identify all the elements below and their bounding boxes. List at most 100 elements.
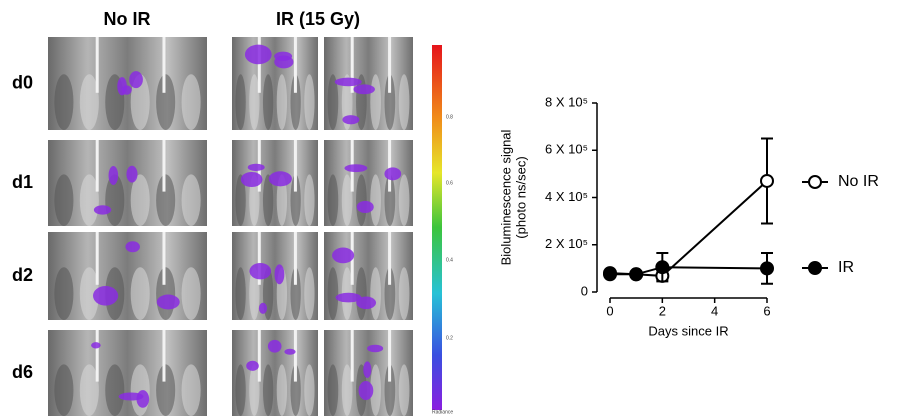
image-detail (293, 140, 297, 192)
image-detail (162, 140, 166, 192)
image-detail (388, 232, 392, 285)
series-line (609, 180, 768, 277)
image-detail (304, 267, 315, 320)
image-detail (156, 74, 176, 130)
image-detail (276, 174, 288, 226)
y-tick-label: 4 X 10⁵ (545, 189, 588, 204)
x-tick-label: 2 (659, 303, 666, 318)
image-detail (257, 232, 261, 285)
signal-spot (91, 342, 101, 349)
image-detail (54, 267, 74, 320)
signal-spot (240, 171, 263, 188)
signal-spot (118, 392, 144, 401)
image-detail (156, 364, 176, 417)
image-detail (130, 267, 150, 320)
image-detail (105, 174, 125, 226)
image-detail (370, 267, 381, 320)
image-detail (156, 174, 176, 226)
color-bar-tick: 0.6 (446, 180, 453, 186)
image-detail (398, 174, 410, 226)
mouse-image (48, 37, 207, 130)
marker (760, 173, 774, 188)
y-tick-label: 6 X 10⁵ (545, 142, 588, 157)
image-detail (293, 37, 297, 93)
image-detail (350, 330, 354, 382)
image-detail (235, 267, 246, 320)
image-detail (181, 74, 201, 130)
image-detail (249, 364, 260, 417)
signal-spot (332, 247, 355, 264)
image-detail (327, 364, 339, 417)
mouse-image (48, 330, 207, 416)
image-detail (290, 364, 301, 417)
image-detail (95, 330, 99, 382)
image-detail (341, 174, 353, 226)
image-detail (384, 74, 396, 130)
marker (629, 267, 644, 282)
image-detail (290, 174, 301, 226)
signal-spot (334, 77, 362, 87)
signal-spot (126, 165, 138, 183)
image-detail (370, 364, 381, 417)
image-detail (370, 174, 381, 226)
mouse-image (48, 140, 207, 226)
image-detail (79, 174, 99, 226)
x-tick-label: 0 (606, 303, 613, 318)
image-detail (356, 267, 367, 320)
signal-spot (268, 171, 292, 187)
image-detail (398, 74, 410, 130)
y-axis-label: (photo ns/sec) (513, 156, 528, 238)
signal-spot (363, 361, 372, 378)
image-detail (304, 74, 315, 130)
color-bar-tick: 0.8 (446, 114, 453, 120)
row-label: d1 (12, 172, 33, 192)
image-detail (257, 37, 261, 93)
image-detail (235, 174, 246, 226)
marker (603, 267, 617, 282)
x-tick-label: 6 (763, 303, 770, 318)
image-detail (156, 267, 176, 320)
signal-spot (125, 241, 140, 253)
image-detail (327, 74, 339, 130)
image-detail (398, 364, 410, 417)
image-detail (388, 140, 392, 192)
image-detail (356, 174, 367, 226)
signal-spot (356, 200, 374, 214)
image-detail (388, 37, 392, 93)
signal-spot (356, 296, 377, 310)
image-detail (384, 267, 396, 320)
row-label: d6 (12, 362, 33, 382)
image-detail (341, 364, 353, 417)
image-detail (249, 267, 260, 320)
image-detail (262, 174, 274, 226)
column-label: No IR (104, 9, 151, 29)
image-detail (249, 174, 260, 226)
image-detail (388, 330, 392, 382)
image-detail (54, 74, 74, 130)
legend-marker (808, 261, 822, 275)
image-detail (95, 232, 99, 285)
chart: 0 2 X 10⁵ 4 X 10⁵ 6 X 10⁵ 8 X 10⁵ 0 2 4 6 Days si… (498, 94, 878, 338)
legend-marker (808, 175, 822, 189)
signal-spot (93, 205, 112, 215)
image-detail (249, 74, 260, 130)
image-detail (79, 364, 99, 417)
image-detail (262, 364, 274, 417)
row-label: d2 (12, 265, 33, 285)
image-detail (235, 74, 246, 130)
signal-spot (284, 348, 296, 355)
color-bar-label: Radiance (432, 409, 453, 415)
image-detail (290, 267, 301, 320)
signal-spot (244, 44, 272, 65)
image-detail (79, 74, 99, 130)
image-detail (105, 364, 125, 417)
signal-spot (274, 55, 294, 69)
signal-spot (384, 167, 402, 181)
signal-spot (367, 344, 384, 353)
image-detail (370, 74, 381, 130)
signal-spot (358, 381, 374, 401)
image-detail (54, 364, 74, 417)
image-panel: No IR IR (15 Gy) d0 d1 d2 d6 0.8 0.6 0.4 0.2 Radia… (12, 9, 453, 417)
image-detail (257, 330, 261, 382)
